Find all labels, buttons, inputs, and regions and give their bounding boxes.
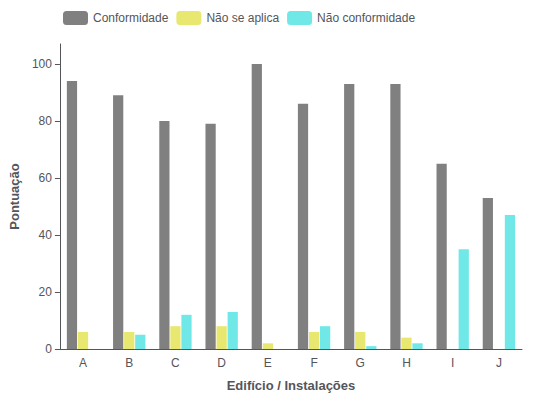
svg-text:Não conformidade: Não conformidade [317, 11, 415, 25]
svg-text:I: I [451, 356, 454, 370]
svg-text:40: 40 [39, 228, 53, 242]
svg-text:Pontuação: Pontuação [7, 163, 22, 230]
svg-text:C: C [171, 356, 180, 370]
svg-text:B: B [125, 356, 133, 370]
svg-text:20: 20 [39, 285, 53, 299]
svg-text:J: J [496, 356, 502, 370]
svg-text:E: E [264, 356, 272, 370]
svg-text:80: 80 [39, 114, 53, 128]
svg-text:G: G [356, 356, 365, 370]
svg-text:F: F [310, 356, 317, 370]
svg-text:D: D [217, 356, 226, 370]
svg-text:100: 100 [32, 57, 52, 71]
svg-text:Conformidade: Conformidade [93, 11, 169, 25]
svg-text:60: 60 [39, 171, 53, 185]
svg-text:Não se aplica: Não se aplica [206, 11, 279, 25]
svg-text:Edifício / Instalações: Edifício / Instalações [227, 378, 356, 393]
svg-text:0: 0 [45, 342, 52, 356]
svg-text:H: H [402, 356, 411, 370]
svg-text:A: A [79, 356, 87, 370]
